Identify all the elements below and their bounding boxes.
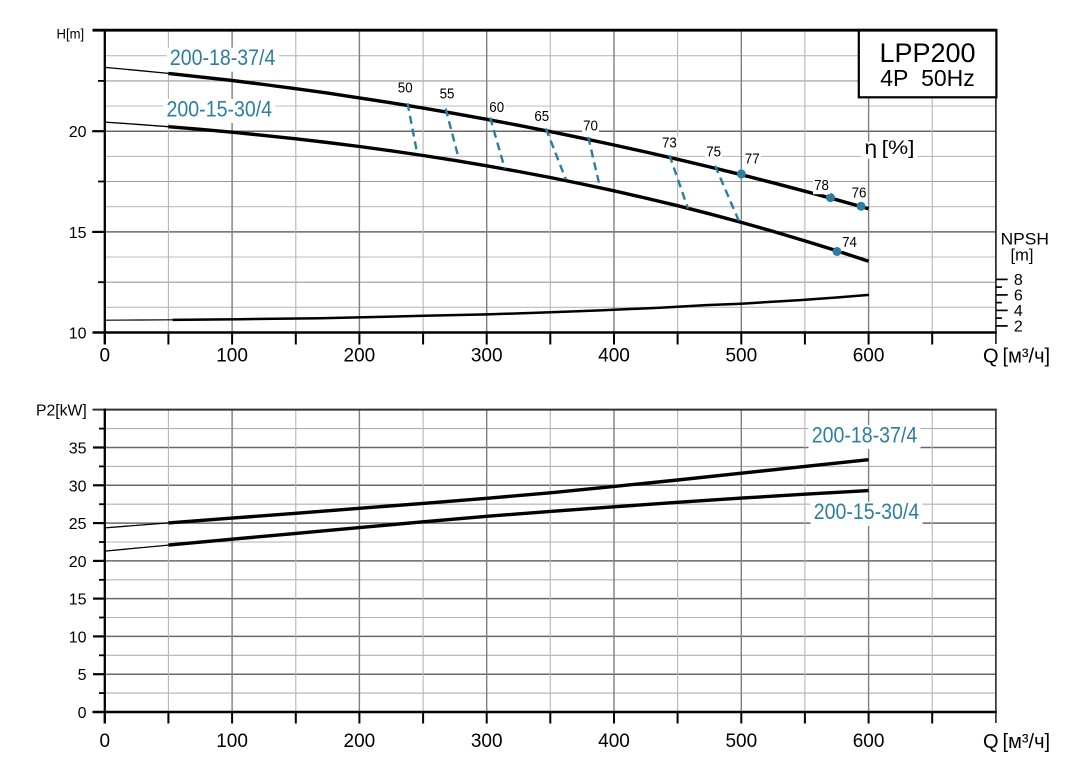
svg-text:15: 15 (69, 592, 87, 609)
svg-text:0: 0 (78, 705, 87, 722)
svg-text:76: 76 (852, 184, 867, 201)
svg-text:400: 400 (598, 731, 630, 752)
svg-text:400: 400 (598, 346, 630, 367)
svg-text:10: 10 (69, 326, 87, 343)
svg-text:60: 60 (489, 99, 504, 116)
svg-text:4: 4 (1014, 303, 1023, 320)
svg-text:300: 300 (471, 346, 503, 367)
svg-text:100: 100 (216, 346, 248, 367)
svg-text:10: 10 (69, 629, 87, 646)
svg-text:77: 77 (745, 151, 760, 168)
svg-text:H[m]: H[m] (57, 27, 85, 42)
svg-text:500: 500 (725, 346, 757, 367)
svg-text:30: 30 (69, 478, 87, 495)
svg-text:200-18-37/4: 200-18-37/4 (170, 45, 276, 70)
svg-text:6: 6 (1014, 288, 1023, 305)
svg-text:50: 50 (398, 79, 413, 96)
svg-text:200-15-30/4: 200-15-30/4 (167, 96, 273, 121)
svg-text:200-18-37/4: 200-18-37/4 (812, 422, 918, 447)
svg-text:P2[kW]: P2[kW] (36, 403, 87, 420)
svg-text:500: 500 (725, 731, 757, 752)
svg-text:70: 70 (583, 117, 598, 134)
svg-text:LPP200: LPP200 (879, 38, 975, 68)
svg-text:2: 2 (1014, 319, 1023, 336)
svg-text:200: 200 (344, 731, 376, 752)
svg-text:200: 200 (344, 346, 376, 367)
svg-text:600: 600 (853, 346, 885, 367)
svg-text:[m]: [m] (1011, 247, 1034, 265)
svg-text:200-15-30/4: 200-15-30/4 (814, 499, 920, 524)
svg-text:20: 20 (69, 554, 87, 571)
svg-text:Q [м³/ч]: Q [м³/ч] (983, 731, 1050, 753)
svg-text:20: 20 (69, 124, 87, 141)
svg-text:300: 300 (471, 731, 503, 752)
svg-text:35: 35 (69, 441, 87, 458)
svg-text:55: 55 (440, 85, 455, 102)
svg-text:8: 8 (1014, 272, 1023, 289)
svg-text:4P 50Hz: 4P 50Hz (880, 65, 975, 91)
svg-text:75: 75 (706, 144, 721, 161)
svg-text:η [%]: η [%] (865, 137, 915, 159)
svg-text:73: 73 (662, 135, 677, 152)
svg-text:0: 0 (100, 346, 111, 367)
svg-text:65: 65 (534, 108, 549, 125)
svg-text:78: 78 (814, 177, 829, 194)
svg-text:74: 74 (842, 234, 857, 251)
svg-text:15: 15 (69, 225, 87, 242)
svg-text:Q [м³/ч]: Q [м³/ч] (983, 346, 1050, 368)
svg-text:5: 5 (78, 667, 87, 684)
svg-text:100: 100 (216, 731, 248, 752)
svg-text:600: 600 (853, 731, 885, 752)
svg-text:0: 0 (100, 731, 111, 752)
svg-text:25: 25 (69, 516, 87, 533)
svg-text:NPSH: NPSH (1001, 231, 1049, 249)
